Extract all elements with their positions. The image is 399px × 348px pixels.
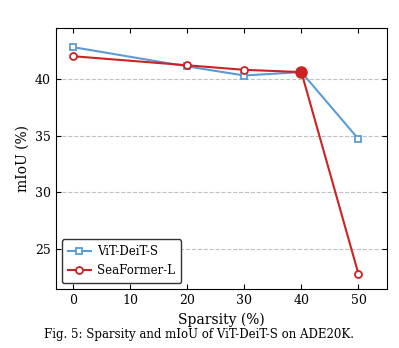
SeaFormer-L [185,63,190,68]
ViT-DeiT-S [185,64,190,69]
SeaFormer-L [299,70,304,74]
SeaFormer-L [242,68,247,72]
Line: SeaFormer-L: SeaFormer-L [69,53,362,278]
Y-axis label: mIoU (%): mIoU (%) [16,125,30,192]
SeaFormer-L [356,272,361,276]
SeaFormer-L [71,54,75,58]
Text: Fig. 5: Sparsity and mIoU of ViT-DeiT-S on ADE20K.: Fig. 5: Sparsity and mIoU of ViT-DeiT-S … [45,328,354,341]
ViT-DeiT-S [242,73,247,78]
Legend: ViT-DeiT-S, SeaFormer-L: ViT-DeiT-S, SeaFormer-L [62,239,181,283]
X-axis label: Sparsity (%): Sparsity (%) [178,312,265,327]
Line: ViT-DeiT-S: ViT-DeiT-S [69,44,362,143]
ViT-DeiT-S [299,70,304,74]
ViT-DeiT-S [71,45,75,49]
ViT-DeiT-S [356,137,361,141]
